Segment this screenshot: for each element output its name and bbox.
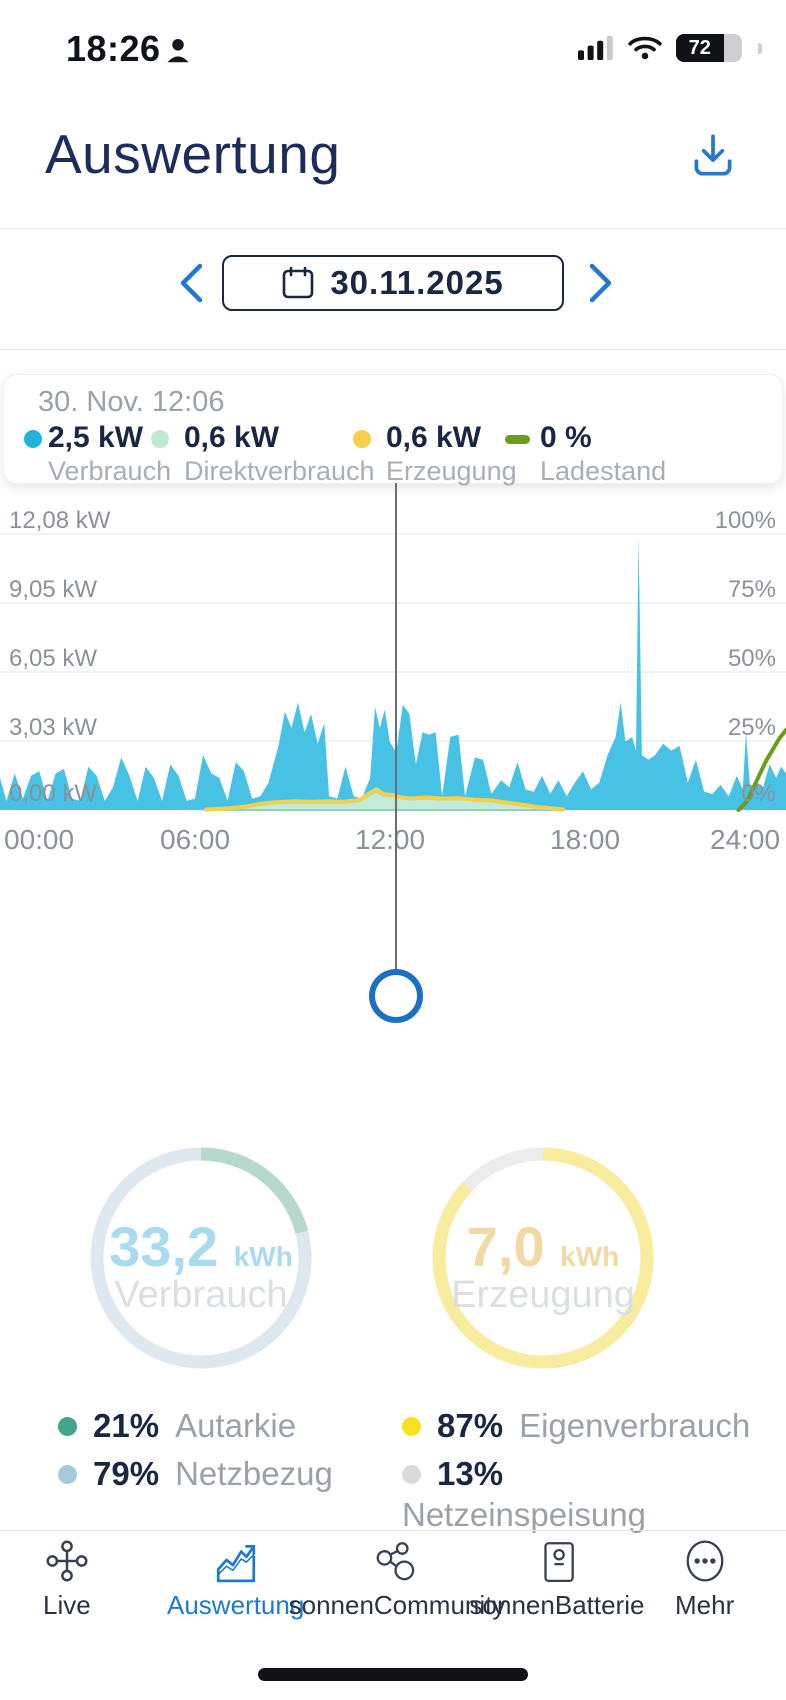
erzeugung-value: 0,6 kW xyxy=(386,421,482,454)
y-axis-label-left: 6,05 kW xyxy=(9,645,98,672)
erzeugung-legend-dot xyxy=(353,430,371,448)
netzbezug-dot xyxy=(58,1464,77,1484)
stat-netzeinspeisung: 13% Netzeinspeisung xyxy=(402,1455,646,1533)
tab-sonnencommunity[interactable]: sonnenCommunity xyxy=(289,1538,505,1621)
direktverbrauch-value: 0,6 kW xyxy=(184,421,280,454)
direktverbrauch-label: Direktverbrauch xyxy=(184,456,375,486)
tab-live[interactable]: Live xyxy=(43,1538,91,1621)
verbrauch-ring xyxy=(90,1147,312,1369)
y-axis-label-right: 0% xyxy=(741,780,776,807)
energy-area-chart[interactable] xyxy=(0,490,786,850)
stat-autarkie: 21% Autarkie xyxy=(58,1407,296,1444)
battery-cap xyxy=(758,42,762,54)
download-icon xyxy=(694,134,732,176)
tab-auswertung[interactable]: Auswertung xyxy=(167,1538,304,1621)
y-axis-label-left: 12,08 kW xyxy=(9,507,111,534)
erzeugung-ring xyxy=(432,1147,654,1369)
status-icons: 72 xyxy=(578,34,762,62)
stat-eigenverbrauch: 87% Eigenverbrauch xyxy=(402,1407,750,1444)
date-picker-button[interactable]: 30.11.2025 xyxy=(222,255,564,311)
autarkie-dot xyxy=(58,1416,77,1436)
verbrauch-gauge: 33,2 kWh Verbrauch xyxy=(89,1146,313,1370)
stat-netzbezug: 79% Netzbezug xyxy=(58,1455,333,1492)
y-axis-label-right: 100% xyxy=(714,507,776,534)
status-time: 18:26 xyxy=(66,28,161,69)
home-indicator[interactable] xyxy=(258,1668,528,1681)
x-axis-label: 12:00 xyxy=(355,824,426,855)
chart-cursor-line xyxy=(395,483,397,970)
y-axis-label-right: 75% xyxy=(727,576,776,603)
y-axis-label-left: 9,05 kW xyxy=(9,576,98,603)
more-ellipsis-icon xyxy=(686,1540,724,1582)
selected-date: 30.11.2025 xyxy=(330,264,504,301)
chart-tooltip-card xyxy=(3,374,783,484)
divider xyxy=(0,228,786,229)
x-axis-label: 24:00 xyxy=(710,824,781,855)
battery-box-icon xyxy=(544,1542,574,1583)
community-network-icon xyxy=(376,1542,415,1581)
erzeugung-label: Erzeugung xyxy=(386,456,517,486)
tabbar-divider xyxy=(0,1530,786,1531)
y-axis-label-right: 25% xyxy=(727,714,776,741)
eigenverbrauch-dot xyxy=(402,1416,421,1436)
erzeugung-gauge: 7,0 kWh Erzeugung xyxy=(431,1146,655,1370)
verbrauch-total: 33,2 kWh xyxy=(109,1215,293,1278)
chart-cursor-handle[interactable] xyxy=(369,969,423,1023)
previous-day-button[interactable] xyxy=(176,262,206,304)
ladestand-legend-dash xyxy=(505,435,530,444)
netzeinspeisung-dot xyxy=(402,1464,421,1484)
x-axis-label: 18:00 xyxy=(550,824,621,855)
y-axis-label-left: 3,03 kW xyxy=(9,714,98,741)
verbrauch-value: 2,5 kW xyxy=(48,421,144,454)
calendar-icon xyxy=(283,266,314,299)
download-button[interactable] xyxy=(686,128,740,182)
ladestand-value: 0 % xyxy=(540,421,592,454)
erzeugung-total: 7,0 kWh xyxy=(466,1215,620,1278)
page-title: Auswertung xyxy=(45,123,341,185)
verbrauch-legend-dot xyxy=(24,430,42,448)
tooltip-timestamp: 30. Nov. 12:06 xyxy=(38,386,225,418)
y-axis-label-left: 0,00 kW xyxy=(9,780,98,807)
next-day-button[interactable] xyxy=(586,262,616,304)
wifi-icon xyxy=(628,36,662,60)
tab-mehr[interactable]: Mehr xyxy=(675,1538,734,1621)
tab-sonnenbatterie[interactable]: sonnenBatterie xyxy=(462,1538,652,1621)
live-icon xyxy=(46,1540,88,1582)
battery-percent: 72 xyxy=(676,34,724,62)
divider xyxy=(0,349,786,350)
chart-icon xyxy=(216,1545,255,1583)
y-axis-label-right: 50% xyxy=(727,645,776,672)
verbrauch-label: Verbrauch xyxy=(48,456,172,486)
x-axis-label: 06:00 xyxy=(160,824,231,855)
cellular-signal-icon xyxy=(578,36,613,60)
verbrauch-gauge-label: Verbrauch xyxy=(114,1274,288,1316)
direktverbrauch-legend-dot xyxy=(151,430,169,448)
x-axis-label: 00:00 xyxy=(4,824,75,855)
ladestand-label: Ladestand xyxy=(540,456,667,486)
erzeugung-gauge-label: Erzeugung xyxy=(451,1274,635,1316)
battery-icon: 72 xyxy=(676,34,742,62)
focus-person-icon xyxy=(163,36,193,71)
